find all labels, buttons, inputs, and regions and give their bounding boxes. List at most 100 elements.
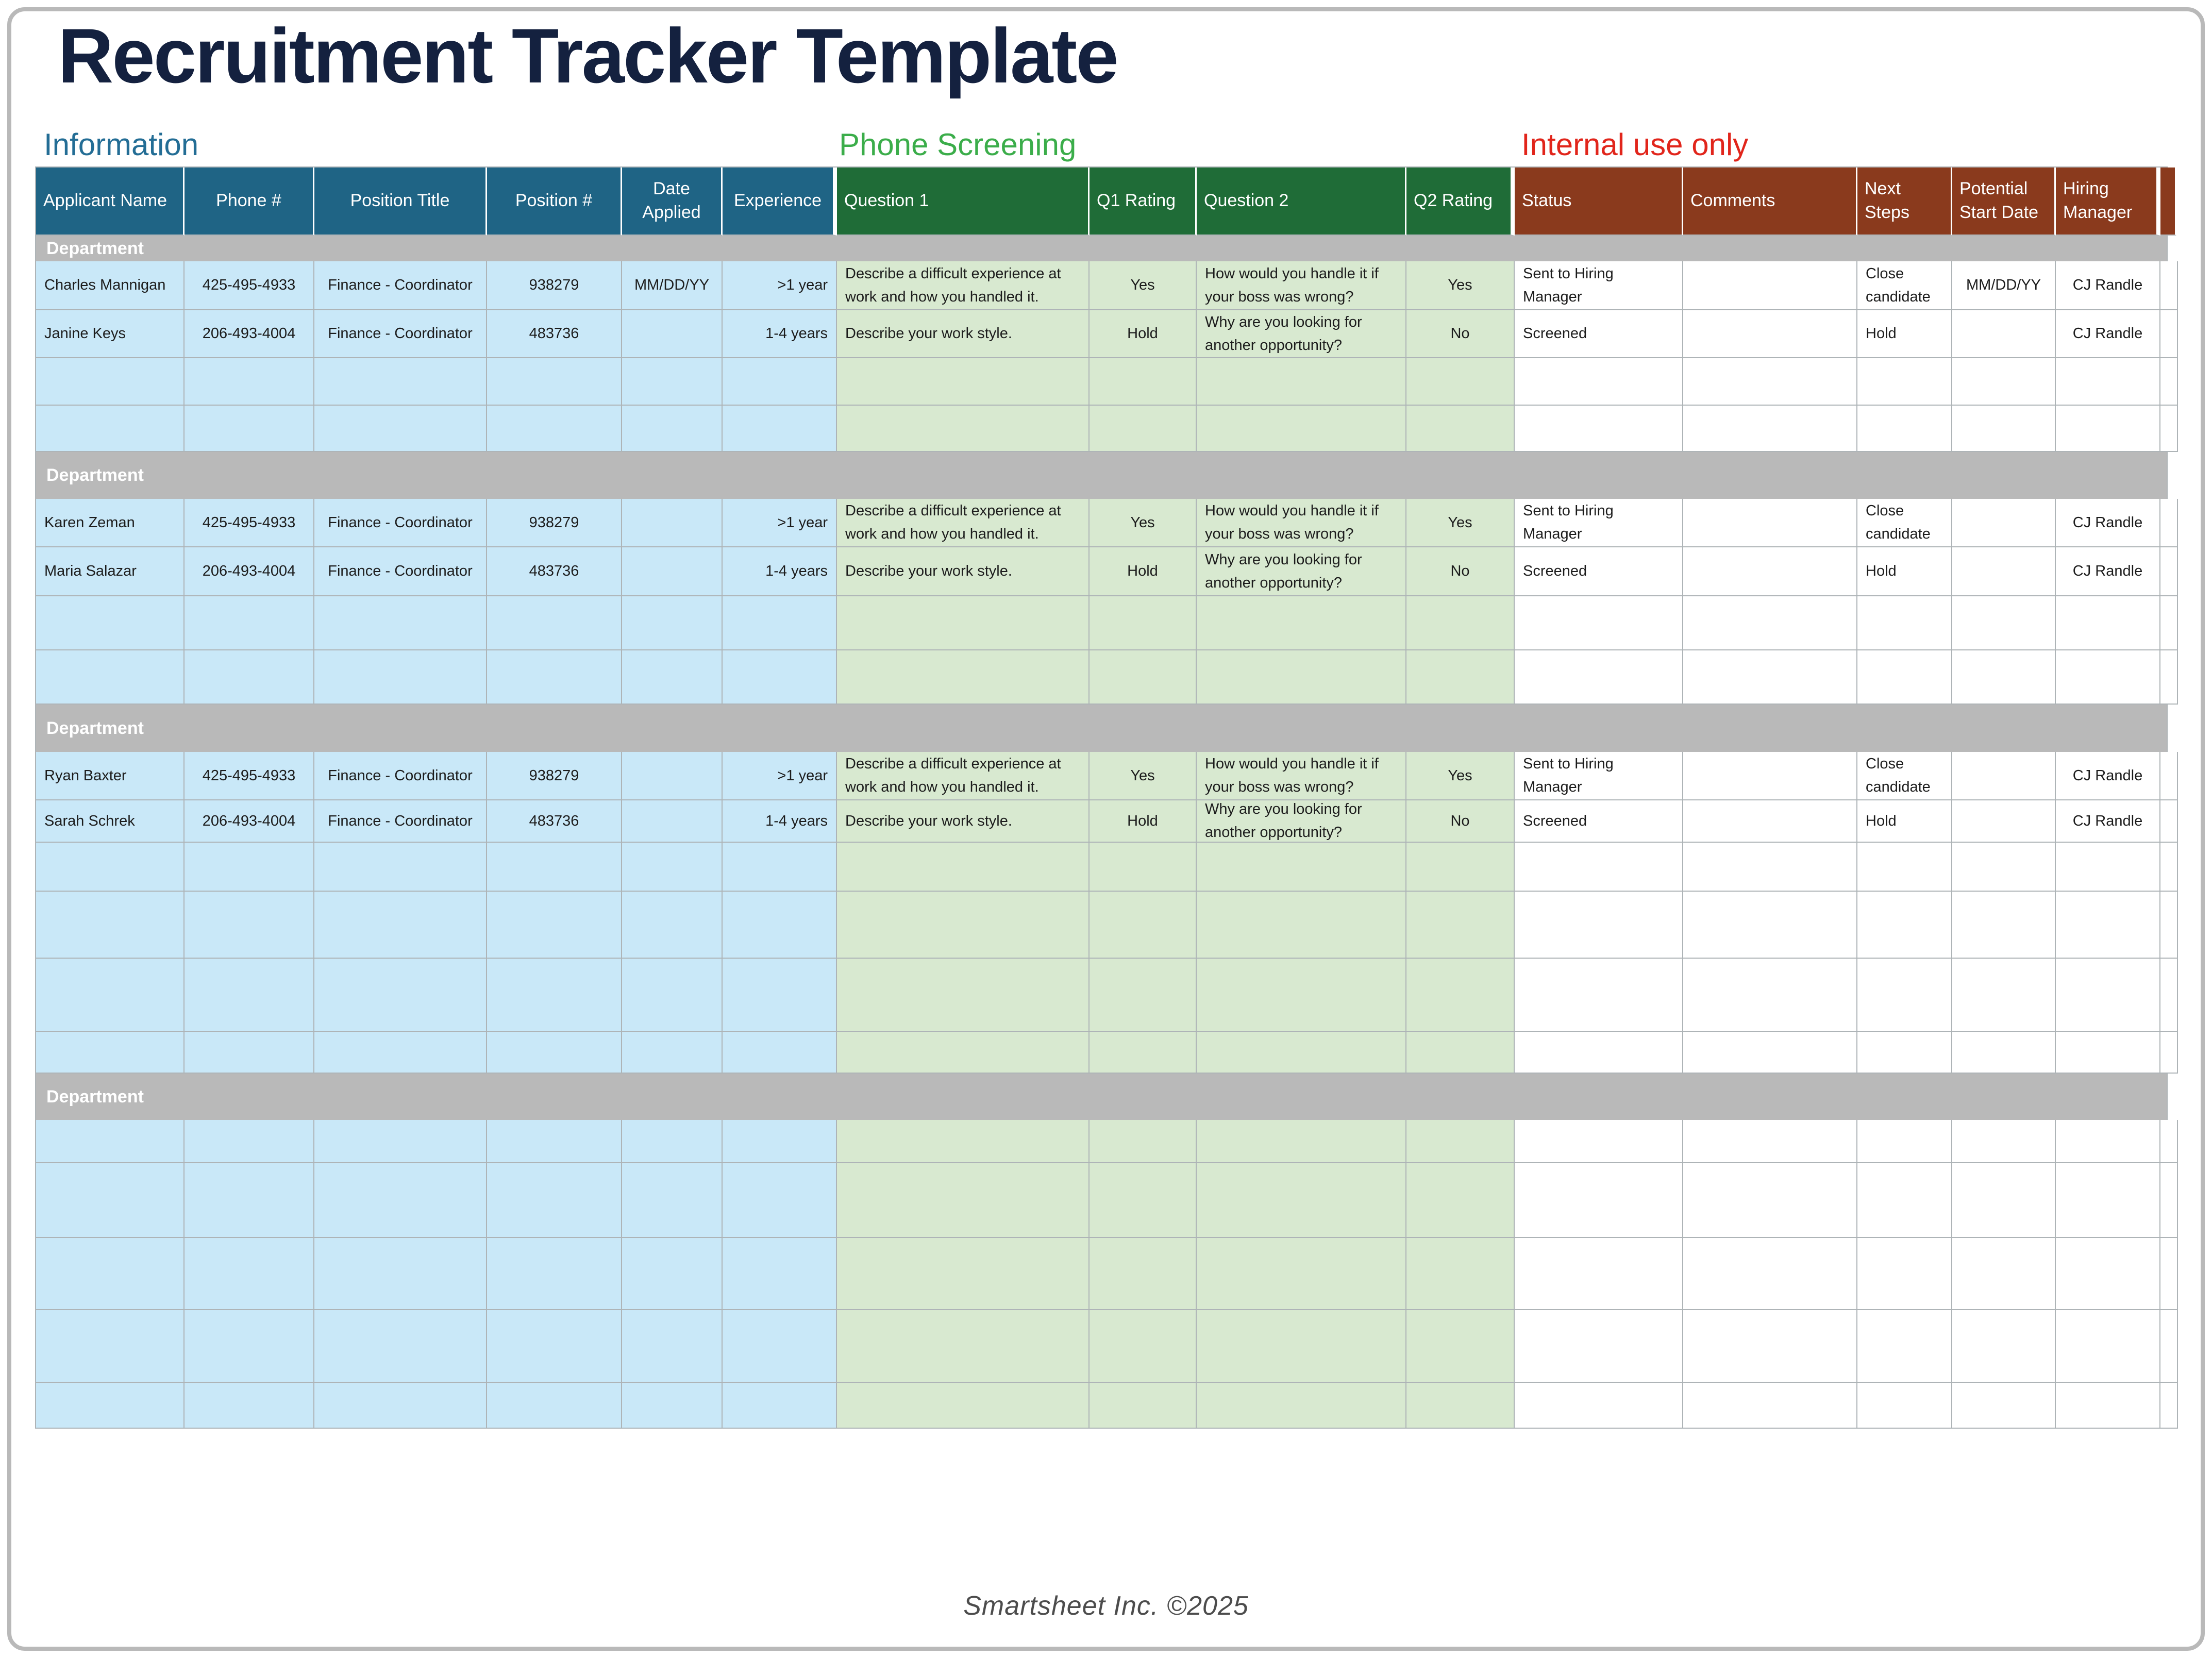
empty-cell-status[interactable] bbox=[1515, 406, 1683, 452]
empty-cell-hiring-manager[interactable] bbox=[2056, 358, 2160, 406]
empty-cell-q2-rating[interactable] bbox=[1406, 1383, 1515, 1429]
cell-hiring-manager[interactable]: CJ Randle bbox=[2056, 499, 2160, 547]
empty-cell-q2-rating[interactable] bbox=[1406, 1310, 1515, 1383]
empty-cell-spill[interactable] bbox=[2160, 959, 2178, 1032]
empty-cell-date-applied[interactable] bbox=[622, 892, 723, 959]
empty-cell-q2-rating[interactable] bbox=[1406, 1120, 1515, 1163]
empty-cell-hiring-manager[interactable] bbox=[2056, 650, 2160, 705]
empty-cell-phone-number[interactable] bbox=[185, 1238, 314, 1310]
cell-question-2[interactable]: How would you handle it if your boss was… bbox=[1197, 752, 1406, 800]
empty-cell-q1-rating[interactable] bbox=[1090, 1383, 1197, 1429]
empty-cell-q1-rating[interactable] bbox=[1090, 959, 1197, 1032]
empty-cell-position-number[interactable] bbox=[487, 596, 622, 650]
empty-cell-experience[interactable] bbox=[723, 892, 837, 959]
empty-cell-experience[interactable] bbox=[723, 959, 837, 1032]
empty-cell-next-steps[interactable] bbox=[1857, 1163, 1952, 1238]
empty-cell-status[interactable] bbox=[1515, 1120, 1683, 1163]
empty-cell-comments[interactable] bbox=[1683, 1120, 1857, 1163]
empty-cell-comments[interactable] bbox=[1683, 1032, 1857, 1074]
empty-cell-hiring-manager[interactable] bbox=[2056, 1032, 2160, 1074]
empty-cell-comments[interactable] bbox=[1683, 596, 1857, 650]
empty-cell-position-number[interactable] bbox=[487, 843, 622, 892]
empty-cell-position-title[interactable] bbox=[314, 596, 487, 650]
cell-date-applied[interactable]: MM/DD/YY bbox=[622, 261, 723, 310]
empty-cell-applicant-name[interactable] bbox=[36, 406, 185, 452]
empty-cell-next-steps[interactable] bbox=[1857, 1310, 1952, 1383]
cell-q1-rating[interactable]: Yes bbox=[1090, 261, 1197, 310]
empty-cell-question-1[interactable] bbox=[837, 1238, 1090, 1310]
empty-cell-hiring-manager[interactable] bbox=[2056, 1163, 2160, 1238]
cell-q2-rating[interactable]: Yes bbox=[1406, 261, 1515, 310]
empty-cell-next-steps[interactable] bbox=[1857, 892, 1952, 959]
empty-cell-comments[interactable] bbox=[1683, 547, 1857, 596]
empty-cell-applicant-name[interactable] bbox=[36, 358, 185, 406]
cell-hiring-manager[interactable]: CJ Randle bbox=[2056, 800, 2160, 843]
empty-cell-potential-start-date[interactable] bbox=[1952, 1383, 2056, 1429]
empty-cell-experience[interactable] bbox=[723, 1120, 837, 1163]
empty-cell-phone-number[interactable] bbox=[185, 358, 314, 406]
empty-cell-next-steps[interactable] bbox=[1857, 1238, 1952, 1310]
cell-hiring-manager[interactable]: CJ Randle bbox=[2056, 547, 2160, 596]
empty-cell-potential-start-date[interactable] bbox=[1952, 843, 2056, 892]
cell-experience[interactable]: >1 year bbox=[723, 261, 837, 310]
empty-cell-position-title[interactable] bbox=[314, 406, 487, 452]
empty-cell-position-title[interactable] bbox=[314, 1310, 487, 1383]
empty-cell-question-2[interactable] bbox=[1197, 1383, 1406, 1429]
empty-cell-q1-rating[interactable] bbox=[1090, 1310, 1197, 1383]
cell-question-2[interactable]: Why are you looking for another opportun… bbox=[1197, 800, 1406, 843]
empty-cell-q2-rating[interactable] bbox=[1406, 959, 1515, 1032]
empty-cell-next-steps[interactable] bbox=[1857, 843, 1952, 892]
empty-cell-spill[interactable] bbox=[2160, 1120, 2178, 1163]
empty-cell-position-number[interactable] bbox=[487, 1383, 622, 1429]
empty-cell-experience[interactable] bbox=[723, 1310, 837, 1383]
empty-cell-potential-start-date[interactable] bbox=[1952, 547, 2056, 596]
empty-cell-position-number[interactable] bbox=[487, 650, 622, 705]
empty-cell-phone-number[interactable] bbox=[185, 596, 314, 650]
empty-cell-spill[interactable] bbox=[2160, 1163, 2178, 1238]
empty-cell-status[interactable] bbox=[1515, 1163, 1683, 1238]
empty-cell-position-number[interactable] bbox=[487, 1310, 622, 1383]
empty-cell-position-number[interactable] bbox=[487, 959, 622, 1032]
empty-cell-date-applied[interactable] bbox=[622, 406, 723, 452]
empty-cell-next-steps[interactable] bbox=[1857, 1120, 1952, 1163]
empty-cell-hiring-manager[interactable] bbox=[2056, 1120, 2160, 1163]
empty-cell-status[interactable] bbox=[1515, 596, 1683, 650]
empty-cell-position-title[interactable] bbox=[314, 1163, 487, 1238]
empty-cell-spill[interactable] bbox=[2160, 358, 2178, 406]
empty-cell-status[interactable] bbox=[1515, 959, 1683, 1032]
cell-experience[interactable]: 1-4 years bbox=[723, 800, 837, 843]
empty-cell-spill[interactable] bbox=[2160, 1383, 2178, 1429]
empty-cell-potential-start-date[interactable] bbox=[1952, 650, 2056, 705]
empty-cell-question-2[interactable] bbox=[1197, 1310, 1406, 1383]
empty-cell-next-steps[interactable] bbox=[1857, 358, 1952, 406]
cell-experience[interactable]: 1-4 years bbox=[723, 547, 837, 596]
empty-cell-hiring-manager[interactable] bbox=[2056, 1383, 2160, 1429]
empty-cell-position-title[interactable] bbox=[314, 959, 487, 1032]
empty-cell-q2-rating[interactable] bbox=[1406, 1238, 1515, 1310]
empty-cell-comments[interactable] bbox=[1683, 650, 1857, 705]
cell-question-2[interactable]: Why are you looking for another opportun… bbox=[1197, 547, 1406, 596]
empty-cell-question-2[interactable] bbox=[1197, 596, 1406, 650]
empty-cell-potential-start-date[interactable] bbox=[1952, 1120, 2056, 1163]
empty-cell-q1-rating[interactable] bbox=[1090, 650, 1197, 705]
empty-cell-position-title[interactable] bbox=[314, 650, 487, 705]
empty-cell-spill[interactable] bbox=[2160, 1032, 2178, 1074]
empty-cell-phone-number[interactable] bbox=[185, 1383, 314, 1429]
cell-next-steps[interactable]: Hold bbox=[1857, 800, 1952, 843]
cell-position-number[interactable]: 483736 bbox=[487, 547, 622, 596]
empty-cell-question-2[interactable] bbox=[1197, 1238, 1406, 1310]
empty-cell-hiring-manager[interactable] bbox=[2056, 1310, 2160, 1383]
empty-cell-position-number[interactable] bbox=[487, 358, 622, 406]
cell-q2-rating[interactable]: Yes bbox=[1406, 499, 1515, 547]
empty-cell-applicant-name[interactable] bbox=[36, 596, 185, 650]
cell-q1-rating[interactable]: Hold bbox=[1090, 800, 1197, 843]
empty-cell-date-applied[interactable] bbox=[622, 752, 723, 800]
empty-cell-comments[interactable] bbox=[1683, 752, 1857, 800]
cell-question-1[interactable]: Describe your work style. bbox=[837, 547, 1090, 596]
cell-question-1[interactable]: Describe your work style. bbox=[837, 310, 1090, 358]
empty-cell-status[interactable] bbox=[1515, 1238, 1683, 1310]
empty-cell-question-1[interactable] bbox=[837, 650, 1090, 705]
empty-cell-experience[interactable] bbox=[723, 1032, 837, 1074]
empty-cell-q1-rating[interactable] bbox=[1090, 406, 1197, 452]
empty-cell-comments[interactable] bbox=[1683, 892, 1857, 959]
